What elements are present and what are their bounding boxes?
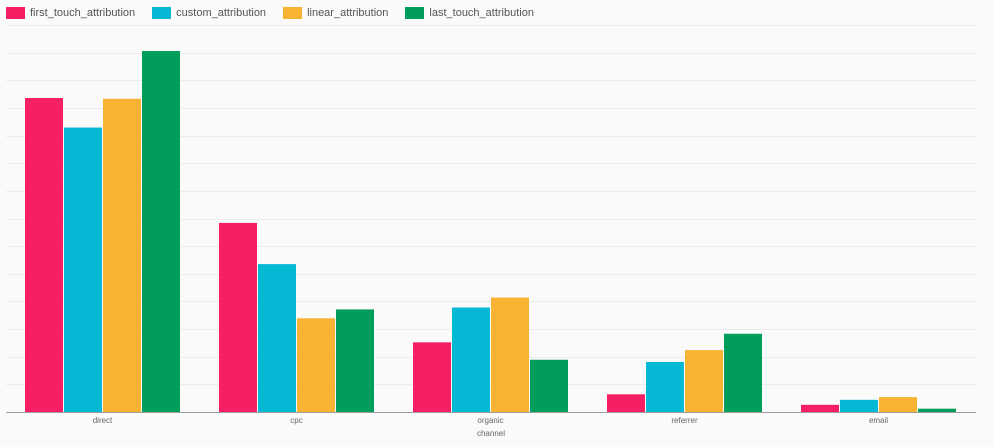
bar-first_touch_attribution-cpc[interactable]: [219, 222, 257, 412]
legend-label: custom_attribution: [176, 7, 267, 19]
x-tick-label: organic: [477, 416, 503, 425]
bar-linear_attribution-direct[interactable]: [103, 98, 141, 412]
bar-linear_attribution-organic[interactable]: [491, 297, 529, 412]
bar-first_touch_attribution-direct[interactable]: [25, 97, 63, 412]
legend-swatch: [152, 7, 172, 19]
x-tick-label: email: [869, 416, 888, 425]
legend-item[interactable]: linear_attribution: [283, 7, 388, 19]
legend-label: linear_attribution: [307, 7, 389, 19]
bar-last_touch_attribution-referrer[interactable]: [724, 333, 762, 412]
bar-last_touch_attribution-email[interactable]: [918, 408, 956, 412]
bar-first_touch_attribution-organic[interactable]: [413, 342, 451, 412]
bar-last_touch_attribution-direct[interactable]: [142, 50, 180, 413]
chart-legend: first_touch_attribution custom_attributio…: [6, 4, 551, 22]
legend-label: last_touch_attribution: [429, 7, 534, 19]
bar-custom_attribution-referrer[interactable]: [646, 361, 684, 412]
bar-linear_attribution-referrer[interactable]: [685, 350, 723, 412]
legend-swatch: [283, 7, 303, 19]
bar-last_touch_attribution-cpc[interactable]: [336, 309, 374, 412]
x-axis: direct cpc organic referrer email channel: [6, 412, 976, 438]
bar-custom_attribution-cpc[interactable]: [258, 264, 296, 412]
legend-item[interactable]: last_touch_attribution: [405, 7, 534, 19]
bar-custom_attribution-email[interactable]: [840, 399, 878, 412]
bar-last_touch_attribution-organic[interactable]: [530, 359, 568, 412]
bar-custom_attribution-direct[interactable]: [64, 127, 102, 413]
legend-swatch: [6, 7, 25, 19]
bar-linear_attribution-email[interactable]: [879, 397, 917, 412]
x-tick-label: direct: [93, 416, 113, 425]
x-tick-label: referrer: [671, 416, 698, 425]
bar-first_touch_attribution-email[interactable]: [801, 404, 839, 412]
legend-label: first_touch_attribution: [30, 7, 136, 19]
bar-linear_attribution-cpc[interactable]: [297, 318, 335, 412]
bar-first_touch_attribution-referrer[interactable]: [607, 394, 645, 412]
legend-item[interactable]: custom_attribution: [152, 7, 266, 19]
x-axis-title: channel: [477, 429, 505, 438]
legend-swatch: [405, 7, 425, 19]
bars: [25, 50, 956, 413]
legend-item[interactable]: first_touch_attribution: [6, 7, 135, 19]
bar-custom_attribution-organic[interactable]: [452, 307, 490, 412]
x-tick-label: cpc: [290, 416, 302, 425]
